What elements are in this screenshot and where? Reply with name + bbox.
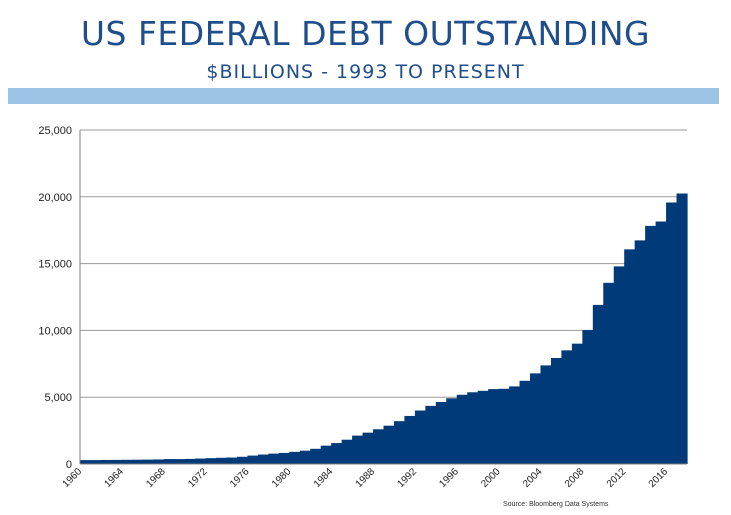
debt-step-bar bbox=[153, 459, 165, 464]
debt-step-bar bbox=[550, 358, 563, 464]
debt-step-bar bbox=[446, 398, 458, 464]
debt-step-bar bbox=[236, 456, 249, 464]
debt-step-bar bbox=[393, 421, 406, 464]
debt-step-bar bbox=[435, 401, 447, 464]
debt-step-bar bbox=[571, 343, 583, 464]
chart-subtitle: $BILLIONS - 1993 TO PRESENT bbox=[206, 61, 525, 83]
debt-step-bar bbox=[226, 457, 238, 464]
x-tick-label: 1992 bbox=[396, 466, 420, 490]
debt-step-bar bbox=[80, 460, 92, 464]
debt-step-bar bbox=[299, 450, 311, 464]
debt-step-bar bbox=[132, 459, 144, 464]
debt-step-bar bbox=[257, 454, 269, 464]
debt-step-bar bbox=[184, 458, 196, 464]
source-note: Source: Bloomberg Data Systems bbox=[503, 501, 609, 508]
debt-step-bar bbox=[613, 266, 625, 464]
x-tick-label: 2016 bbox=[647, 466, 671, 490]
y-tick-label: 0 bbox=[66, 459, 72, 471]
debt-step-bar bbox=[456, 394, 468, 464]
debt-step-bar bbox=[404, 415, 416, 464]
debt-step-bar bbox=[509, 386, 521, 464]
x-tick-label: 2008 bbox=[563, 466, 587, 490]
debt-step-bar bbox=[425, 405, 437, 464]
y-tick-label: 5,000 bbox=[44, 392, 72, 404]
debt-step-bar bbox=[121, 459, 133, 464]
x-tick-label: 1996 bbox=[437, 466, 461, 490]
debt-step-bar bbox=[174, 459, 186, 464]
debt-step-bar bbox=[331, 443, 343, 464]
x-tick-label: 1976 bbox=[228, 466, 252, 490]
debt-step-bar bbox=[477, 390, 489, 464]
header-band bbox=[8, 88, 719, 104]
debt-step-bar bbox=[310, 448, 322, 464]
x-tick-label: 1988 bbox=[354, 466, 378, 490]
x-tick-label: 1964 bbox=[102, 466, 126, 490]
y-tick-label: 20,000 bbox=[38, 192, 72, 204]
y-tick-label: 10,000 bbox=[38, 325, 72, 337]
debt-step-bar bbox=[655, 221, 667, 464]
debt-step-bar bbox=[624, 249, 636, 464]
x-tick-label: 1968 bbox=[144, 466, 168, 490]
debt-step-bar bbox=[100, 459, 112, 464]
debt-step-bar bbox=[205, 458, 217, 464]
debt-step-bar bbox=[163, 459, 175, 464]
debt-step-bar bbox=[289, 451, 301, 464]
debt-step-bar bbox=[582, 330, 594, 464]
x-tick-label: 1960 bbox=[61, 466, 85, 490]
debt-step-bar bbox=[373, 429, 385, 464]
x-tick-label: 1980 bbox=[270, 466, 294, 490]
debt-step-bar bbox=[519, 380, 531, 464]
debt-step-bar bbox=[561, 350, 573, 464]
debt-step-bar bbox=[603, 282, 615, 464]
debt-step-bar bbox=[352, 435, 364, 464]
debt-step-bar bbox=[216, 457, 228, 464]
y-tick-label: 25,000 bbox=[38, 125, 72, 137]
debt-step-bar bbox=[341, 439, 353, 464]
debt-step-bar bbox=[195, 458, 207, 464]
debt-step-bar bbox=[142, 459, 154, 464]
chart-title: US FEDERAL DEBT OUTSTANDING bbox=[80, 14, 651, 53]
debt-step-bar bbox=[320, 445, 332, 464]
grid-layer bbox=[80, 129, 687, 398]
debt-step-bar bbox=[268, 453, 280, 464]
debt-step-bar bbox=[666, 202, 678, 465]
debt-step-bar bbox=[498, 388, 510, 464]
debt-step-bar bbox=[278, 452, 290, 464]
debt-step-bar bbox=[540, 365, 552, 464]
debt-step-bar bbox=[467, 392, 479, 464]
debt-step-bar bbox=[90, 460, 102, 464]
area-layer bbox=[80, 193, 688, 465]
y-tick-label: 15,000 bbox=[38, 259, 72, 271]
debt-step-bar bbox=[362, 432, 374, 464]
x-tick-label: 2000 bbox=[479, 466, 503, 490]
debt-step-bar bbox=[634, 240, 646, 464]
debt-step-bar bbox=[645, 225, 657, 464]
debt-step-bar bbox=[414, 410, 426, 464]
x-tick-label: 1984 bbox=[312, 466, 336, 490]
debt-step-bar bbox=[530, 373, 542, 464]
debt-step-bar bbox=[676, 193, 688, 464]
x-tick-label: 2012 bbox=[605, 466, 629, 490]
debt-step-bar bbox=[247, 455, 259, 464]
x-tick-label: 2004 bbox=[521, 466, 545, 490]
debt-step-bar bbox=[592, 304, 604, 464]
x-tick-label: 1972 bbox=[186, 466, 210, 490]
debt-step-bar bbox=[383, 425, 395, 464]
debt-step-bar bbox=[111, 459, 123, 464]
debt-step-bar bbox=[488, 389, 500, 464]
